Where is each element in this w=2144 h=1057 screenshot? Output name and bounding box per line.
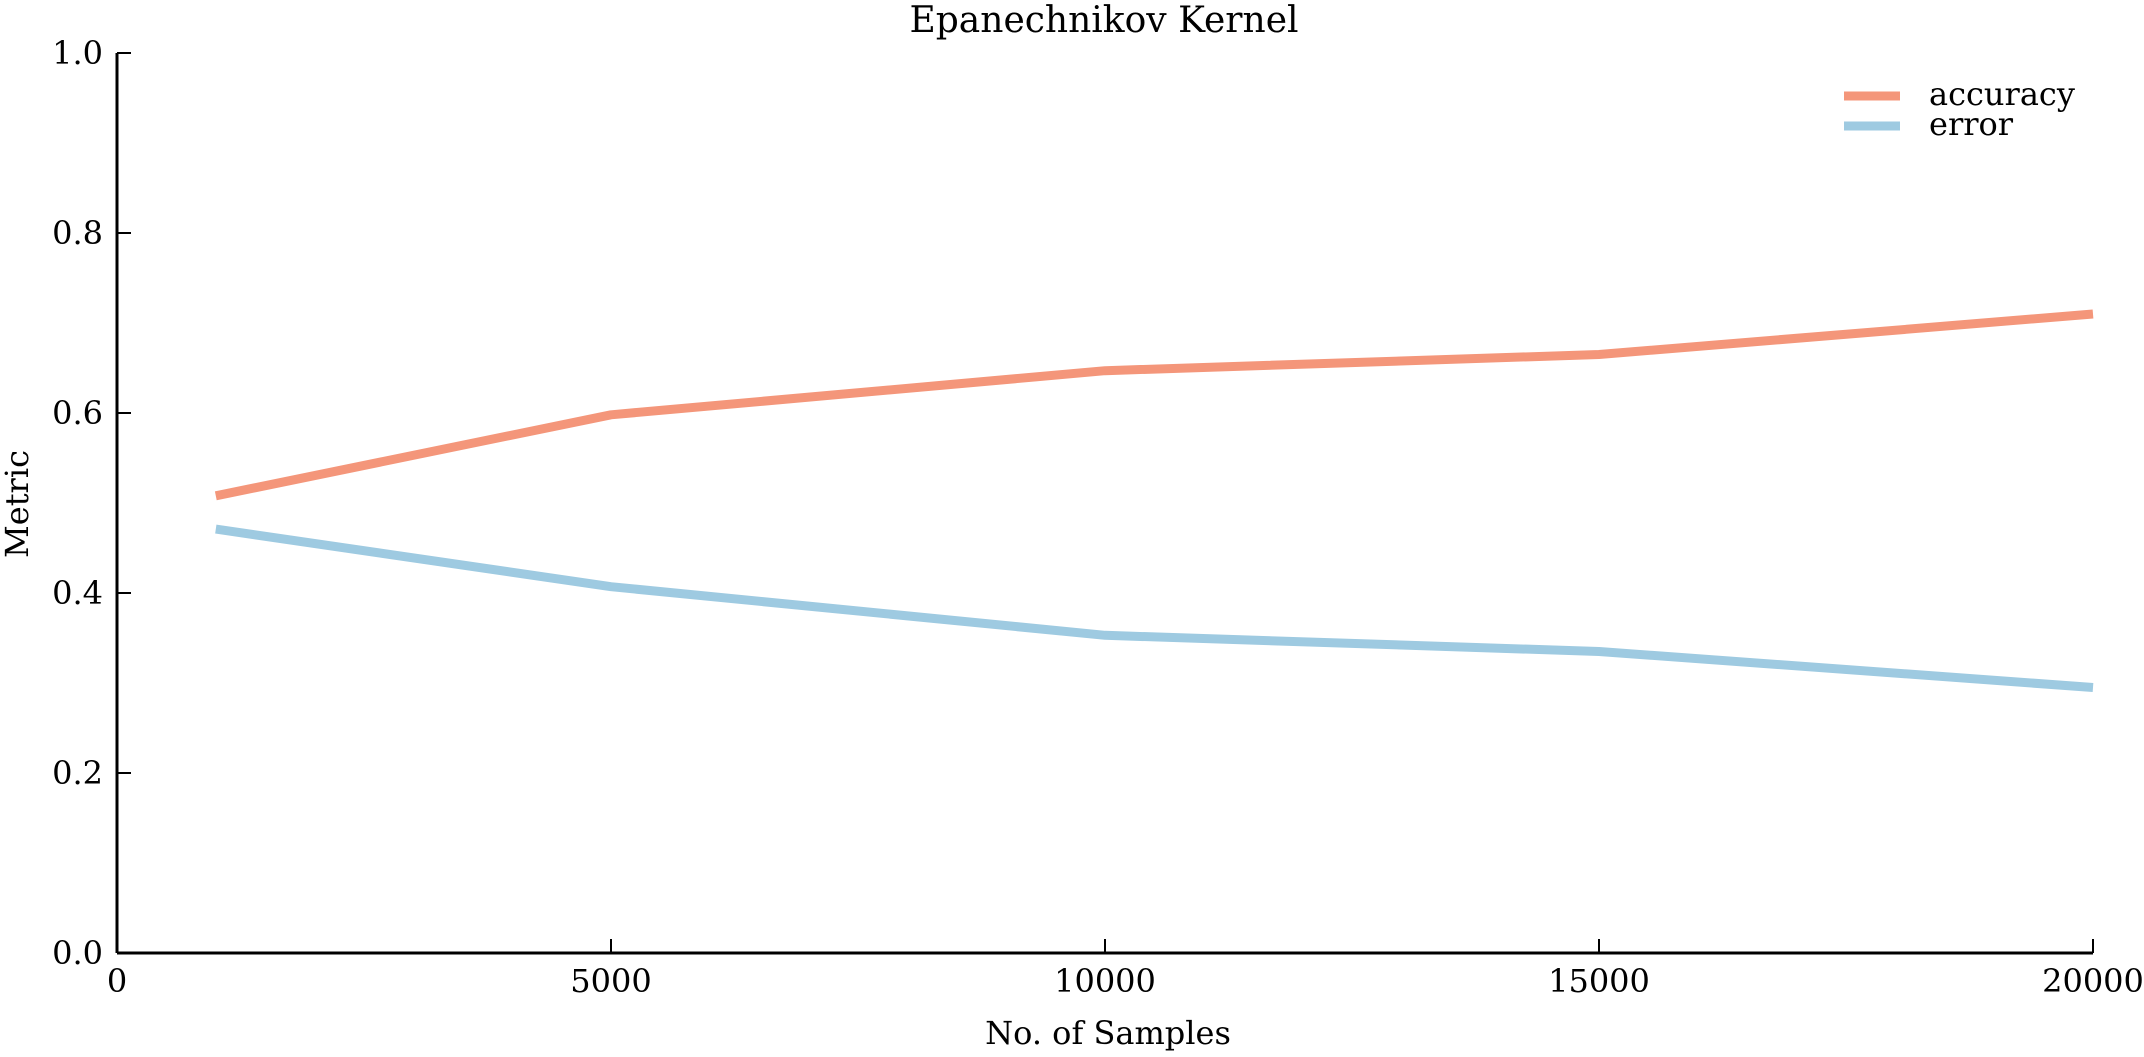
chart-title: Epanechnikov Kernel [909, 0, 1298, 41]
x-tick-label: 10000 [1054, 962, 1156, 1000]
y-tick-label: 1.0 [52, 34, 103, 72]
legend-label-error: error [1929, 105, 2014, 143]
series-line-accuracy [214, 309, 2094, 501]
y-tick-label: 0.4 [52, 574, 103, 612]
x-tick-label: 0 [107, 962, 127, 1000]
series-line-error [215, 524, 2094, 692]
x-tick-label: 20000 [2042, 962, 2144, 1000]
axes: 0.0 0.2 0.4 0.6 0.8 1.0 0 5000 10000 15000 20000 [52, 34, 2144, 1000]
y-tick-label: 0.0 [52, 934, 103, 972]
series-lines [214, 309, 2094, 692]
y-tick-label: 0.8 [52, 214, 103, 252]
y-tick-label: 0.2 [52, 754, 103, 792]
x-axis-label: No. of Samples [985, 1014, 1231, 1052]
x-tick-label: 15000 [1548, 962, 1650, 1000]
y-tick-label: 0.6 [52, 394, 103, 432]
x-tick-label: 5000 [570, 962, 651, 1000]
legend-label-accuracy: accuracy [1929, 75, 2075, 113]
y-axis-label: Metric [0, 450, 36, 558]
